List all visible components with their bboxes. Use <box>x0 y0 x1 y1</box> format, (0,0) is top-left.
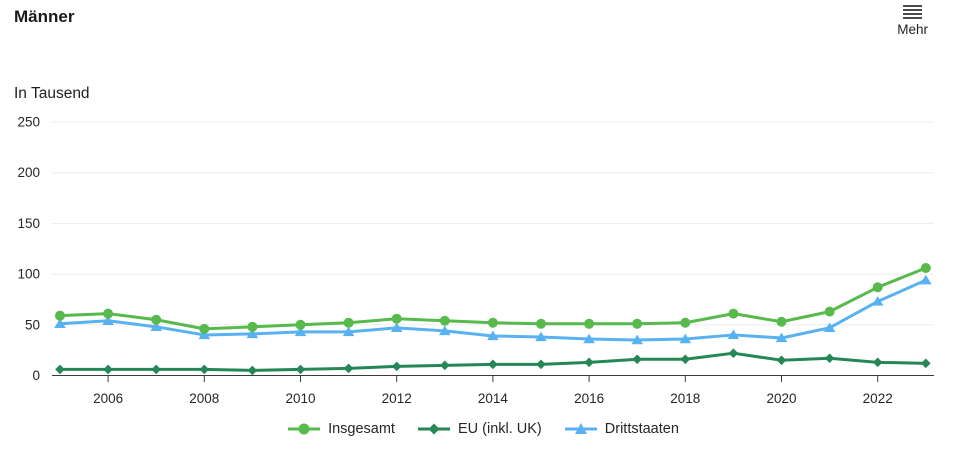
y-axis-tick-label: 200 <box>17 165 40 180</box>
data-point-insgesamt <box>584 318 595 329</box>
data-point-eu-inkl-uk <box>824 353 835 364</box>
x-axis-tick-label: 2020 <box>766 391 796 406</box>
data-point-eu-inkl-uk <box>391 361 402 372</box>
hamburger-menu-icon <box>903 5 923 19</box>
data-point-drittstaaten <box>631 334 643 345</box>
data-point-eu-inkl-uk <box>872 357 883 368</box>
data-point-insgesamt <box>199 323 210 334</box>
data-point-insgesamt <box>247 321 258 332</box>
y-axis-tick-label: 0 <box>32 368 40 383</box>
y-axis-tick-label: 150 <box>17 216 40 231</box>
data-point-eu-inkl-uk <box>247 365 258 376</box>
chart-legend: Insgesamt EU (inkl. UK) Drittstaaten <box>0 422 966 437</box>
data-point-drittstaaten <box>823 322 836 333</box>
axis-unit-label: In Tausend <box>14 85 90 102</box>
data-point-drittstaaten <box>775 332 788 343</box>
data-point-insgesamt <box>391 313 402 324</box>
legend-item-eu-inkl-uk[interactable]: EU (inkl. UK) <box>417 422 542 437</box>
data-point-drittstaaten <box>102 315 114 325</box>
data-point-eu-inkl-uk <box>632 354 642 365</box>
x-axis-tick-label: 2006 <box>93 391 123 406</box>
chart-title: Männer <box>14 7 75 26</box>
data-point-insgesamt <box>295 319 306 330</box>
y-axis-tick-label: 50 <box>25 317 40 332</box>
data-point-eu-inkl-uk <box>343 363 354 374</box>
legend-marker-circle-icon <box>288 423 321 435</box>
data-point-eu-inkl-uk <box>776 355 787 366</box>
legend-label-eu-inkl-uk: EU (inkl. UK) <box>457 421 542 437</box>
data-point-drittstaaten <box>150 321 162 332</box>
legend-marker-diamond-icon <box>417 423 450 435</box>
more-menu-button[interactable]: Mehr <box>895 3 930 39</box>
legend-marker-triangle-icon <box>564 423 597 435</box>
y-axis-tick-label: 100 <box>17 267 40 282</box>
x-axis-tick-label: 2016 <box>574 391 604 406</box>
data-point-insgesamt <box>872 282 883 293</box>
data-point-drittstaaten <box>439 325 451 336</box>
data-point-insgesamt <box>487 317 498 328</box>
data-point-eu-inkl-uk <box>151 364 161 375</box>
x-axis-tick-label: 2008 <box>189 391 219 406</box>
data-point-drittstaaten <box>920 274 932 285</box>
data-point-drittstaaten <box>342 326 355 337</box>
data-point-eu-inkl-uk <box>199 364 210 375</box>
data-point-insgesamt <box>632 318 643 329</box>
data-point-insgesamt <box>343 317 354 328</box>
data-point-drittstaaten <box>54 318 66 328</box>
x-axis-tick-label: 2018 <box>670 391 700 406</box>
data-point-insgesamt <box>103 308 114 319</box>
data-point-insgesamt <box>680 317 691 328</box>
data-point-drittstaaten <box>294 326 307 337</box>
data-point-eu-inkl-uk <box>680 354 691 365</box>
x-axis-tick-label: 2012 <box>382 391 412 406</box>
data-point-insgesamt <box>920 263 931 274</box>
legend-label-drittstaaten: Drittstaaten <box>604 421 679 437</box>
data-point-drittstaaten <box>727 329 740 340</box>
data-point-eu-inkl-uk <box>536 359 546 370</box>
data-point-insgesamt <box>439 315 450 326</box>
data-point-drittstaaten <box>535 331 547 342</box>
legend-item-insgesamt[interactable]: Insgesamt <box>287 422 395 437</box>
legend-label-insgesamt: Insgesamt <box>328 421 395 437</box>
x-axis-tick-label: 2022 <box>863 391 893 406</box>
data-point-eu-inkl-uk <box>440 360 450 371</box>
data-point-insgesamt <box>776 316 787 327</box>
data-point-drittstaaten <box>390 322 403 333</box>
data-point-insgesamt <box>55 310 65 321</box>
data-point-insgesamt <box>536 318 546 329</box>
data-point-eu-inkl-uk <box>295 364 306 375</box>
data-point-eu-inkl-uk <box>55 364 65 375</box>
data-point-insgesamt <box>824 306 835 317</box>
legend-item-drittstaaten[interactable]: Drittstaaten <box>564 422 679 437</box>
data-point-eu-inkl-uk <box>921 358 931 369</box>
data-point-drittstaaten <box>198 329 211 340</box>
x-axis-tick-label: 2014 <box>478 391 509 406</box>
y-axis-tick-label: 250 <box>17 115 40 130</box>
data-point-drittstaaten <box>246 328 259 339</box>
data-point-drittstaaten <box>583 333 595 344</box>
data-point-insgesamt <box>151 314 162 325</box>
line-chart-canvas: 0 50 100 150 200 250 2006 2008 2010 2012 2014 2016 2… <box>17 115 934 406</box>
data-point-eu-inkl-uk <box>728 348 739 358</box>
data-point-insgesamt <box>728 308 739 319</box>
data-point-drittstaaten <box>487 330 499 341</box>
more-menu-label: Mehr <box>897 22 928 37</box>
data-point-eu-inkl-uk <box>584 357 594 368</box>
data-point-drittstaaten <box>679 333 692 344</box>
data-point-eu-inkl-uk <box>488 359 498 370</box>
data-point-eu-inkl-uk <box>103 364 113 375</box>
data-point-drittstaaten <box>871 296 884 306</box>
x-axis-tick-label: 2010 <box>285 391 315 406</box>
